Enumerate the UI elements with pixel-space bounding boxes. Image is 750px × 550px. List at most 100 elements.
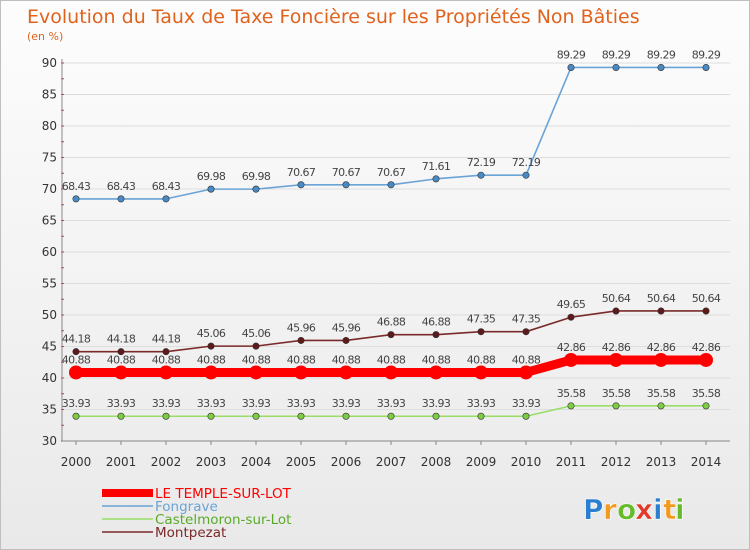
data-label-fongrave: 89.29 [602,48,631,61]
y-tick-label: 50 [42,308,57,322]
data-label-le-temple-sur-lot: 40.88 [512,353,541,366]
data-point-fongrave [342,181,350,189]
legend: LE TEMPLE-SUR-LOTFongraveCastelmoron-sur… [102,486,292,541]
data-point-montpezat [567,313,575,321]
data-point-le-temple-sur-lot [609,352,623,367]
data-label-montpezat: 47.35 [512,313,541,326]
data-label-montpezat: 46.88 [377,316,406,329]
data-point-montpezat [207,342,215,350]
data-label-fongrave: 68.43 [107,180,136,193]
data-point-fongrave [207,185,215,193]
data-label-fongrave: 69.98 [242,170,271,183]
data-label-castelmoron-sur-lot: 35.58 [557,387,586,400]
data-point-castelmoron-sur-lot [162,412,170,420]
data-point-castelmoron-sur-lot [72,412,80,420]
data-label-montpezat: 46.88 [422,316,451,329]
data-point-montpezat [297,336,305,344]
chart-title: Evolution du Taux de Taxe Foncière sur l… [27,6,640,28]
data-point-fongrave [522,171,530,179]
data-point-castelmoron-sur-lot [252,412,260,420]
data-point-montpezat [387,331,395,339]
data-label-le-temple-sur-lot: 42.86 [647,341,676,354]
data-label-fongrave: 72.19 [512,156,541,169]
data-point-fongrave [432,175,440,183]
data-point-fongrave [117,195,125,203]
logo-letter: x [635,493,653,526]
data-label-le-temple-sur-lot: 40.88 [287,353,316,366]
y-tick-label: 45 [42,340,57,354]
data-point-castelmoron-sur-lot [207,412,215,420]
data-label-castelmoron-sur-lot: 35.58 [692,387,721,400]
logo-letter: o [617,493,636,526]
data-point-montpezat [162,348,170,356]
data-point-le-temple-sur-lot [564,352,578,367]
data-point-le-temple-sur-lot [339,365,353,380]
data-point-fongrave [162,195,170,203]
data-label-castelmoron-sur-lot: 33.93 [152,397,181,410]
data-point-castelmoron-sur-lot [387,412,395,420]
x-tick-label: 2005 [286,455,317,469]
data-label-montpezat: 44.18 [107,333,136,346]
data-point-castelmoron-sur-lot [342,412,350,420]
data-point-le-temple-sur-lot [474,365,488,380]
y-tick-label: 40 [42,371,57,385]
data-label-montpezat: 44.18 [152,333,181,346]
data-point-le-temple-sur-lot [69,365,83,380]
data-label-montpezat: 45.96 [287,321,316,334]
data-point-montpezat [477,328,485,336]
data-label-montpezat: 50.64 [647,292,676,305]
data-label-le-temple-sur-lot: 40.88 [197,353,226,366]
data-label-montpezat: 49.65 [557,298,586,311]
data-label-castelmoron-sur-lot: 33.93 [287,397,316,410]
x-tick-label: 2007 [376,455,407,469]
data-point-le-temple-sur-lot [519,365,533,380]
data-label-le-temple-sur-lot: 42.86 [602,341,631,354]
data-point-le-temple-sur-lot [294,365,308,380]
legend-label-montpezat: Montpezat [155,525,226,541]
data-point-fongrave [567,63,575,71]
x-tick-label: 2001 [106,455,137,469]
data-label-montpezat: 45.06 [242,327,271,340]
data-point-montpezat [342,336,350,344]
data-point-montpezat [657,307,665,315]
data-point-castelmoron-sur-lot [297,412,305,420]
data-label-fongrave: 72.19 [467,156,496,169]
data-label-montpezat: 44.18 [62,333,91,346]
data-label-fongrave: 70.67 [332,166,361,179]
data-point-castelmoron-sur-lot [567,402,575,410]
logo-letter: i [653,493,663,526]
x-tick-label: 2014 [691,455,722,469]
data-point-castelmoron-sur-lot [477,412,485,420]
data-point-le-temple-sur-lot [204,365,218,380]
data-label-castelmoron-sur-lot: 33.93 [62,397,91,410]
data-label-le-temple-sur-lot: 40.88 [107,353,136,366]
logo-letter: i [675,493,685,526]
data-label-fongrave: 89.29 [647,48,676,61]
data-label-le-temple-sur-lot: 40.88 [332,353,361,366]
data-label-le-temple-sur-lot: 40.88 [377,353,406,366]
legend-label-castelmoron-sur-lot: Castelmoron-sur-Lot [155,512,291,528]
data-point-castelmoron-sur-lot [657,402,665,410]
data-labels: 68.43 68.43 68.43 69.98 69.98 70.67 70.67 70.67… [62,48,722,410]
data-point-fongrave [252,185,260,193]
data-label-le-temple-sur-lot: 40.88 [467,353,496,366]
data-label-castelmoron-sur-lot: 33.93 [107,397,136,410]
data-point-fongrave [387,181,395,189]
y-tick-label: 70 [42,182,57,196]
x-tick-label: 2009 [466,455,497,469]
series-layer [69,63,713,420]
data-point-castelmoron-sur-lot [117,412,125,420]
data-label-le-temple-sur-lot: 42.86 [557,341,586,354]
data-label-montpezat: 50.64 [692,292,721,305]
y-tick-label: 90 [42,56,57,70]
data-label-fongrave: 71.61 [422,160,451,173]
grid [62,62,730,410]
data-point-le-temple-sur-lot [159,365,173,380]
data-label-le-temple-sur-lot: 40.88 [62,353,91,366]
data-point-le-temple-sur-lot [249,365,263,380]
y-tick-label: 55 [42,277,57,291]
data-label-montpezat: 45.96 [332,321,361,334]
